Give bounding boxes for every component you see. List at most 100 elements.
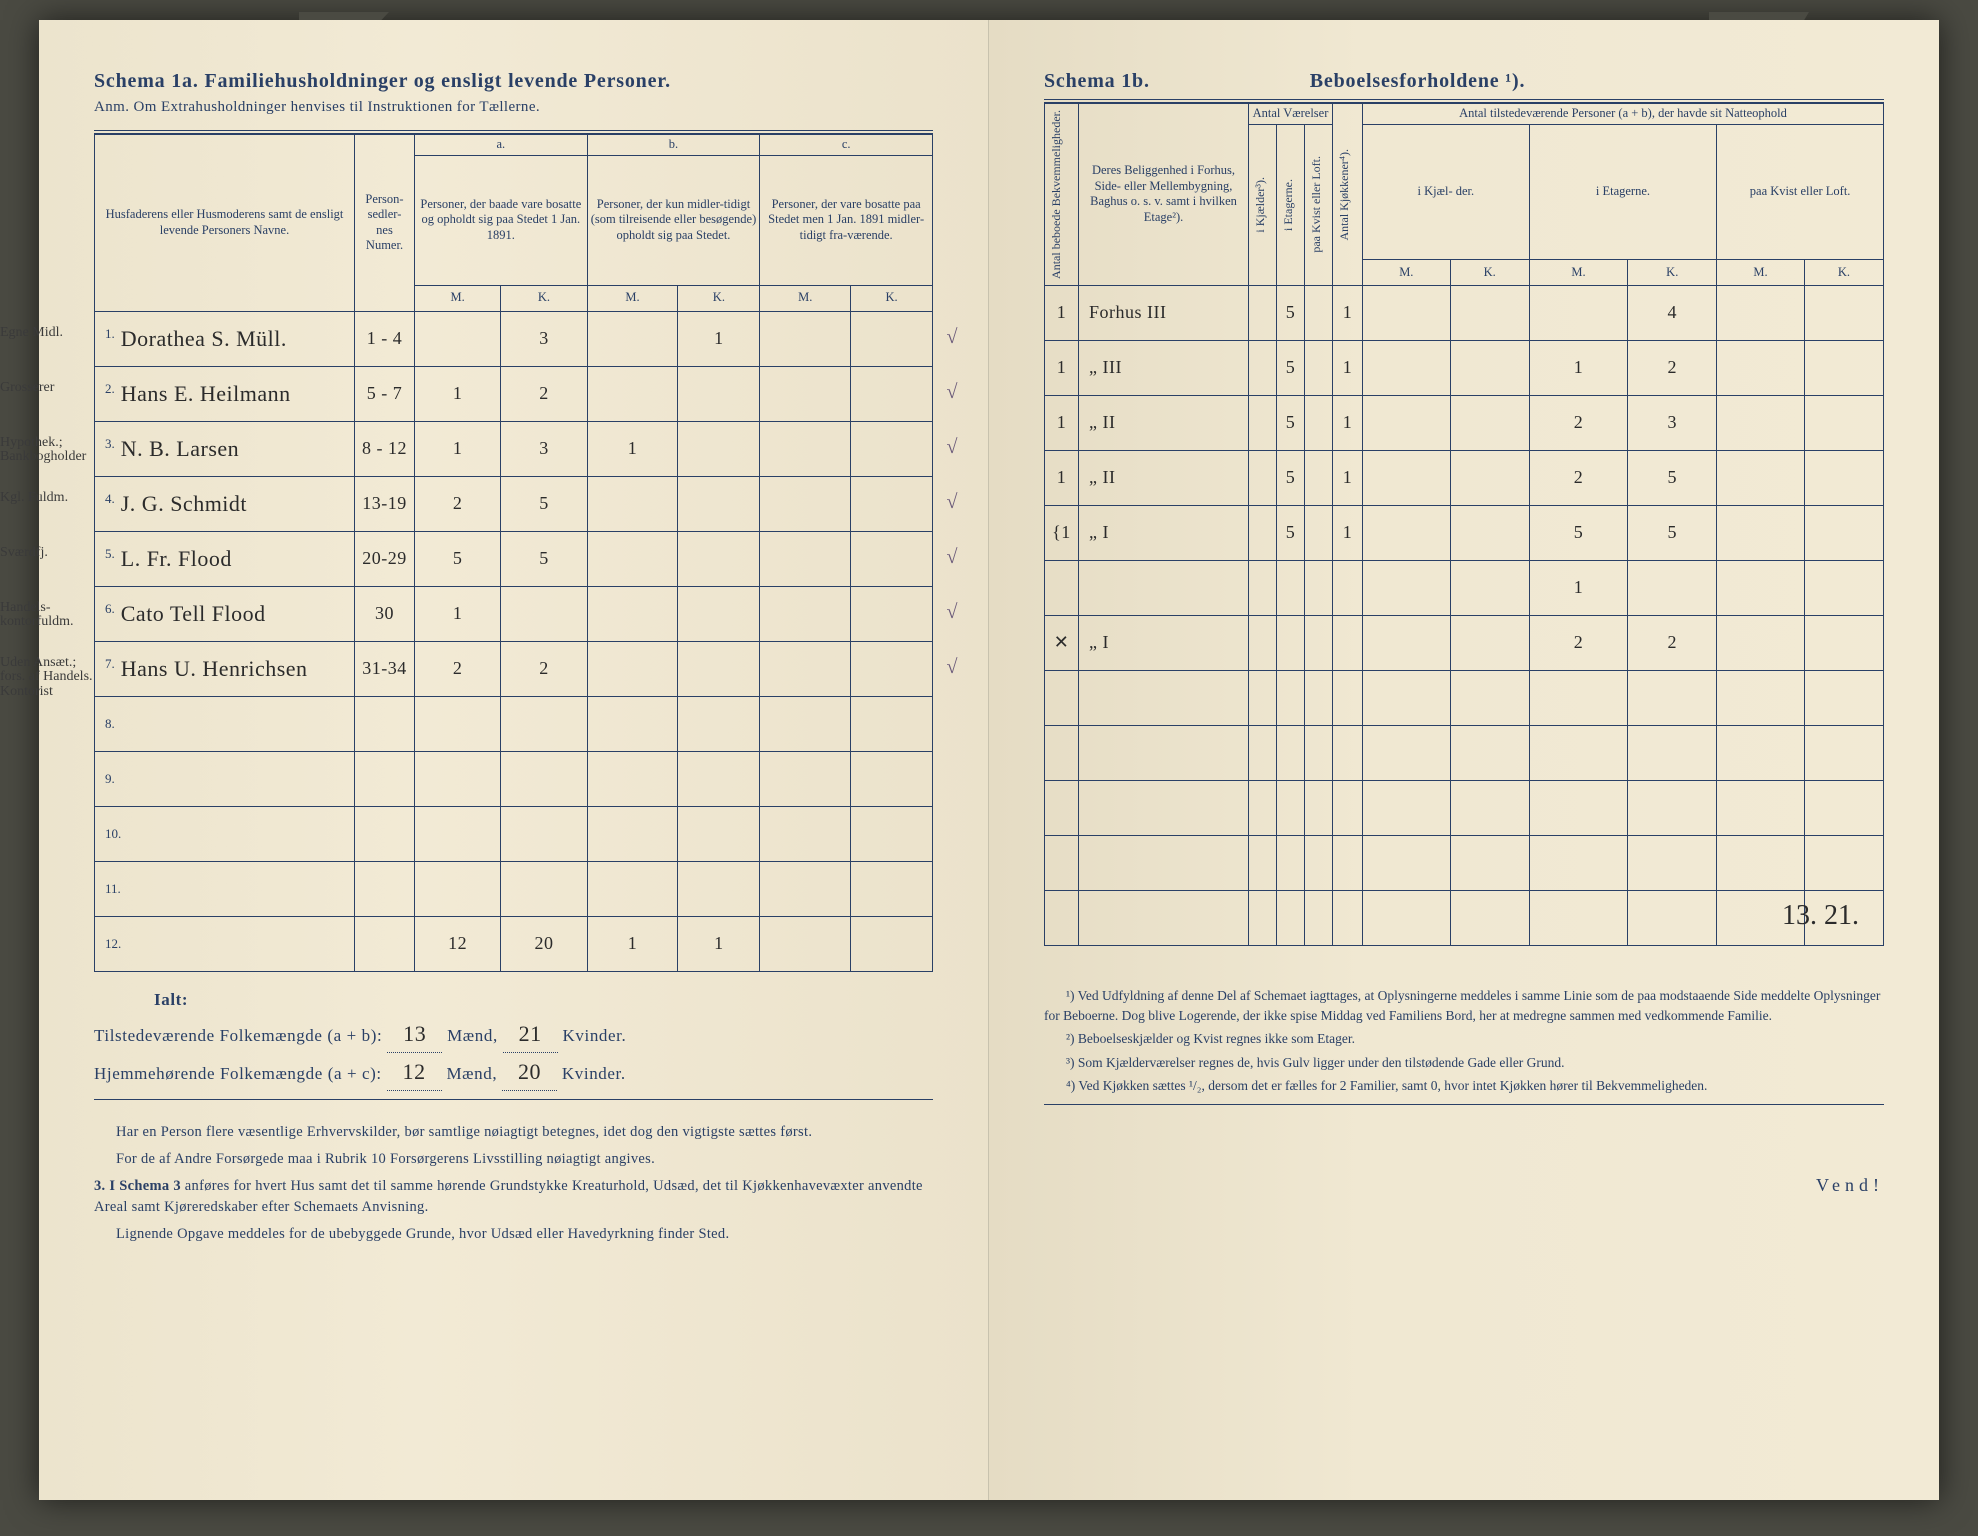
table-row: 1Forhus III514: [1045, 285, 1884, 340]
cell-nkM: [1363, 835, 1451, 890]
cell-aM: [415, 696, 501, 751]
th-m: M.: [1717, 259, 1805, 285]
cell-bekv: [1045, 560, 1079, 615]
cell-bekv: 1: [1045, 450, 1079, 505]
cell-neM: [1529, 285, 1628, 340]
cell-ve: [1277, 560, 1305, 615]
table-row: 10.: [95, 806, 933, 861]
cell-ve: [1277, 890, 1305, 945]
cell-nkvK: [1804, 395, 1883, 450]
cell-beliggenhed: „ I: [1079, 615, 1249, 670]
cell-neK: 5: [1628, 505, 1717, 560]
cell-cK: [851, 916, 933, 971]
cell-aM: 2: [415, 641, 501, 696]
cell-name: 9.: [95, 751, 355, 806]
occupation-prefix: Egne Midl.: [0, 326, 95, 341]
cell-bekv: 1: [1045, 285, 1079, 340]
total-ac-m: 12: [403, 1059, 426, 1084]
cell-nkM: [1363, 780, 1451, 835]
total-ab-m: 13: [403, 1021, 426, 1046]
cell-vkv: [1305, 560, 1333, 615]
table-row: 1„ II5123: [1045, 395, 1884, 450]
cell-nkvM: [1717, 285, 1805, 340]
table-row: 1„ III5112: [1045, 340, 1884, 395]
cell-neM: [1529, 670, 1628, 725]
cell-nkvK: [1804, 670, 1883, 725]
footnotes-block: ¹) Ved Udfyldning af denne Del af Schema…: [1044, 986, 1884, 1096]
cell-nkM: [1363, 670, 1451, 725]
cell-neK: [1628, 780, 1717, 835]
table-row: 9.: [95, 751, 933, 806]
cell-bM: [587, 366, 678, 421]
table-row: [1045, 835, 1884, 890]
cell-vk: [1249, 560, 1277, 615]
note-paragraph: Har en Person flere væsentlige Erhvervsk…: [94, 1122, 933, 1143]
cell-ve: 5: [1277, 285, 1305, 340]
th-c-label: c.: [760, 135, 933, 156]
cell-aK: 5: [501, 531, 587, 586]
cell-cM: [760, 751, 851, 806]
cell-neK: 3: [1628, 395, 1717, 450]
cell-beliggenhed: [1079, 835, 1249, 890]
cell-bM: [587, 751, 678, 806]
table-row: Handels-kontorfuldm.6.Cato Tell Flood301…: [95, 586, 933, 641]
cell-neM: [1529, 890, 1628, 945]
th-natteophold: Antal tilstedeværende Personer (a + b), …: [1363, 104, 1884, 125]
vend-label: Vend!: [1044, 1175, 1884, 1196]
cell-cM: [760, 531, 851, 586]
cell-cK: √: [851, 531, 933, 586]
row-number: 3.: [105, 436, 115, 452]
footnote-paragraph: ¹) Ved Udfyldning af denne Del af Schema…: [1044, 986, 1884, 1025]
cell-vkv: [1305, 505, 1333, 560]
cell-vk: [1249, 395, 1277, 450]
cell-name: Egne Midl.1.Dorathea S. Müll.: [95, 311, 355, 366]
th-m: M.: [760, 285, 851, 311]
th-k: K.: [1628, 259, 1717, 285]
schema-1b-label: Schema 1b.: [1044, 70, 1150, 93]
cell-nkM: [1363, 450, 1451, 505]
cell-nkM: [1363, 505, 1451, 560]
cell-kjokken: 1: [1333, 285, 1363, 340]
cell-nkvM: [1717, 670, 1805, 725]
cell-nkvK: [1804, 340, 1883, 395]
cell-nkvM: [1717, 560, 1805, 615]
th-a-label: a.: [415, 135, 588, 156]
cell-cK: √: [851, 366, 933, 421]
totals-block: Ialt: Tilstedeværende Folkemængde (a + b…: [94, 986, 933, 1092]
cell-bK: [678, 861, 760, 916]
cell-vkv: [1305, 780, 1333, 835]
cell-nkK: [1450, 285, 1529, 340]
cell-num: 5 - 7: [355, 366, 415, 421]
cell-bK: [678, 421, 760, 476]
cell-beliggenhed: „ II: [1079, 395, 1249, 450]
cell-name: 10.: [95, 806, 355, 861]
person-name: Hans E. Heilmann: [121, 381, 291, 406]
cell-cK: √: [851, 586, 933, 641]
cell-kjokken: [1333, 670, 1363, 725]
cell-bK: 1: [678, 311, 760, 366]
cell-vkv: [1305, 395, 1333, 450]
cell-neK: 2: [1628, 615, 1717, 670]
cell-beliggenhed: [1079, 560, 1249, 615]
cell-neK: 2: [1628, 340, 1717, 395]
total-line-ac: Hjemmehørende Folkemængde (a + c): 12 Mæ…: [94, 1053, 933, 1091]
cell-nkvK: [1804, 780, 1883, 835]
th-v-etag: i Etagerne.: [1280, 175, 1297, 235]
person-name: L. Fr. Flood: [121, 546, 232, 571]
cell-kjokken: 1: [1333, 340, 1363, 395]
th-a: Personer, der baade vare bosatte og opho…: [415, 155, 588, 285]
cell-aK: 2: [501, 641, 587, 696]
cell-neM: [1529, 780, 1628, 835]
cell-kjokken: [1333, 835, 1363, 890]
cell-bM: [587, 861, 678, 916]
table-row: 12.122011: [95, 916, 933, 971]
cell-bM: [587, 311, 678, 366]
cell-nkK: [1450, 670, 1529, 725]
check-mark-icon: √: [947, 491, 958, 514]
person-name: Hans U. Henrichsen: [121, 656, 308, 681]
cell-aK: [501, 696, 587, 751]
cell-neM: 5: [1529, 505, 1628, 560]
table-1b-body: 1Forhus III5141„ III51121„ II51231„ II51…: [1045, 285, 1884, 945]
cell-bekv: [1045, 670, 1079, 725]
cell-vkv: [1305, 340, 1333, 395]
